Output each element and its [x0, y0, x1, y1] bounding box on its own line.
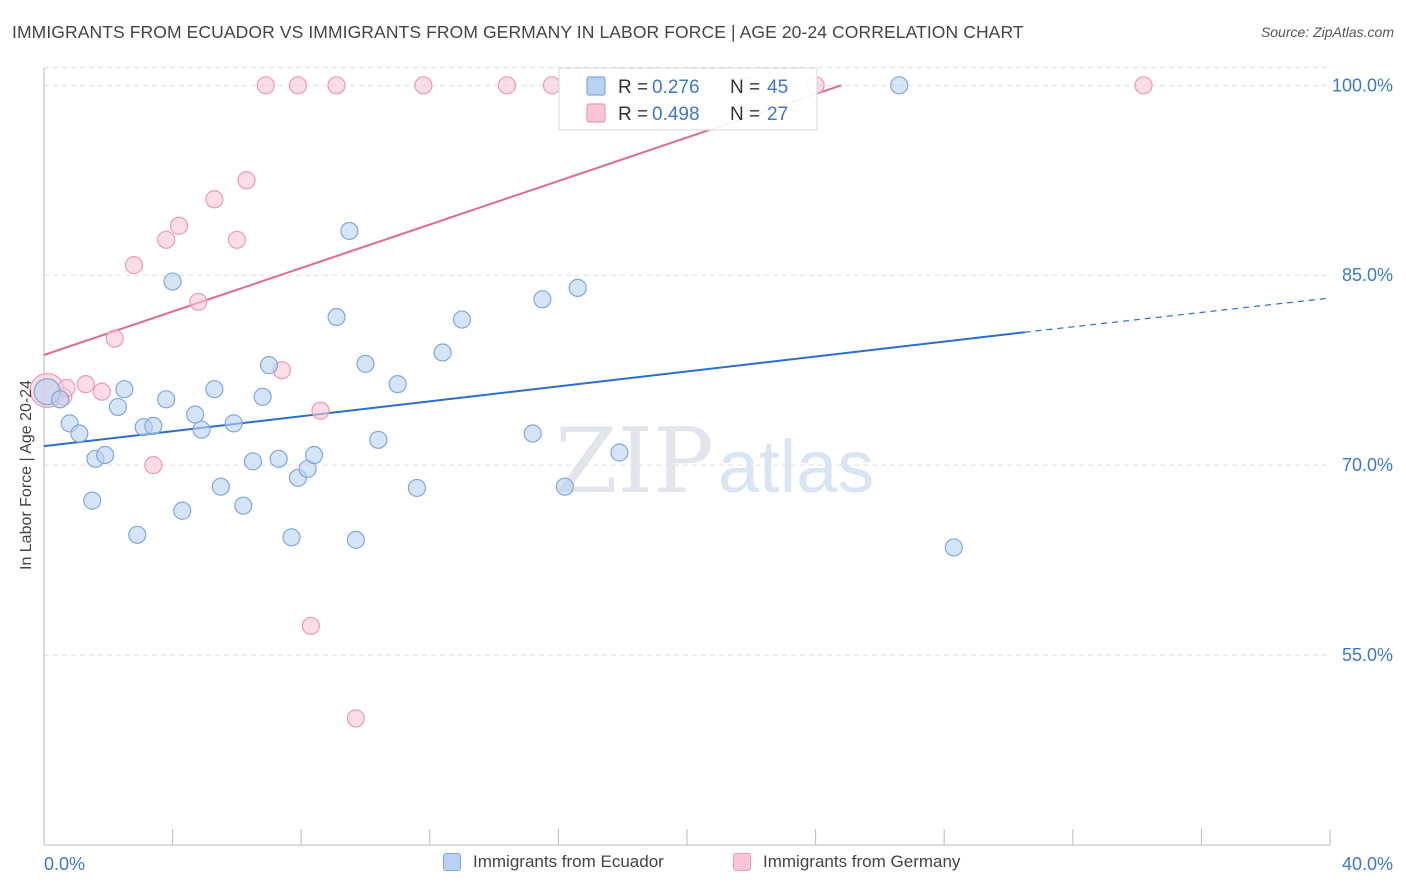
point-ecuador	[356, 354, 375, 373]
point-ecuador	[282, 528, 301, 547]
point-ecuador	[205, 380, 224, 399]
point-ecuador	[433, 343, 452, 362]
point-germany	[157, 230, 176, 249]
point-ecuador	[144, 416, 163, 436]
point-ecuador	[523, 424, 542, 443]
point-ecuador	[340, 221, 359, 241]
point-ecuador	[944, 538, 963, 557]
stats-swatch-germany	[586, 103, 606, 123]
point-ecuador	[115, 380, 134, 399]
point-ecuador	[259, 356, 279, 375]
tick-labels: 55.0% 70.0% 85.0% 100.0% 0.0% 40.0%	[44, 75, 1393, 874]
point-germany	[346, 709, 365, 728]
point-ecuador	[452, 310, 472, 329]
point-ecuador	[388, 375, 407, 394]
stats-r-value-ecuador: 0.276	[652, 77, 700, 98]
y-axis-label-wrap: In Labor Force | Age 20-24	[18, 270, 36, 570]
chart-title: IMMIGRANTS FROM ECUADOR VS IMMIGRANTS FR…	[12, 22, 1024, 42]
point-germany	[189, 292, 208, 311]
point-ecuador	[163, 272, 182, 291]
stats-n-value-germany: 27	[767, 104, 788, 125]
point-germany	[256, 76, 275, 95]
stats-r-label-ecuador: R =	[618, 77, 648, 98]
point-germany	[205, 190, 224, 209]
point-ecuador	[95, 445, 115, 465]
point-ecuador	[192, 420, 211, 439]
y-axis-label: In Labor Force | Age 20-24	[18, 379, 35, 570]
point-germany	[92, 382, 111, 401]
point-germany	[1134, 76, 1153, 95]
stats-swatch-ecuador	[586, 76, 606, 96]
point-ecuador	[243, 452, 263, 471]
point-ecuador	[234, 496, 253, 515]
stats-n-value-ecuador: 45	[767, 77, 788, 98]
point-germany	[542, 76, 562, 95]
stats-n-label-ecuador: N =	[730, 77, 760, 98]
point-ecuador	[50, 390, 70, 409]
point-ecuador	[70, 424, 89, 443]
x-tick-label-max: 40.0%	[1342, 854, 1393, 874]
point-germany	[124, 256, 144, 275]
trend-line-ecuador-extension	[1024, 297, 1331, 333]
point-ecuador	[253, 387, 272, 406]
point-germany	[311, 401, 330, 420]
x-tick-label-min: 0.0%	[44, 854, 85, 874]
stats-legend: R = 0.276 N = 45 R = 0.498 N = 27	[558, 67, 818, 131]
y-tick-label: 70.0%	[1342, 455, 1393, 475]
legend-label-germany: Immigrants from Germany	[763, 852, 961, 871]
point-germany	[497, 76, 517, 95]
point-ecuador	[173, 501, 192, 520]
point-germany	[237, 171, 256, 190]
point-ecuador	[304, 445, 324, 465]
point-germany	[288, 76, 308, 95]
legend-label-ecuador: Immigrants from Ecuador	[473, 852, 664, 871]
point-ecuador	[108, 397, 128, 417]
point-germany	[105, 329, 124, 348]
y-tick-label: 85.0%	[1342, 265, 1393, 285]
point-ecuador	[269, 449, 288, 468]
trend-lines	[43, 84, 1331, 448]
y-tick-label: 55.0%	[1342, 645, 1393, 665]
point-germany	[414, 76, 433, 95]
point-ecuador	[157, 390, 176, 409]
point-germany	[227, 230, 246, 249]
point-germany	[301, 616, 320, 636]
data-points	[29, 76, 1153, 728]
point-germany	[169, 216, 189, 235]
point-ecuador	[890, 76, 909, 95]
point-ecuador	[568, 278, 587, 298]
stats-r-value-germany: 0.498	[652, 104, 700, 125]
point-germany	[327, 76, 346, 95]
point-ecuador	[610, 443, 629, 462]
source-label: Source: ZipAtlas.com	[1260, 24, 1394, 40]
axes	[43, 68, 1331, 846]
legend-swatch-ecuador	[443, 853, 461, 871]
point-ecuador	[128, 525, 147, 544]
bottom-legend: Immigrants from Ecuador Immigrants from …	[0, 852, 1406, 878]
point-germany	[144, 456, 163, 475]
legend-item-ecuador[interactable]: Immigrants from Ecuador	[443, 852, 664, 872]
stats-r-label-germany: R =	[618, 104, 648, 125]
watermark-zip: ZIP	[555, 409, 714, 514]
legend-swatch-germany	[733, 853, 751, 871]
point-germany	[76, 375, 95, 394]
point-ecuador	[224, 414, 243, 433]
point-ecuador	[533, 290, 552, 309]
stats-n-label-germany: N =	[730, 104, 760, 125]
watermark-atlas: atlas	[718, 425, 874, 508]
point-ecuador	[327, 307, 346, 327]
point-ecuador	[369, 430, 388, 449]
point-ecuador	[186, 405, 205, 424]
legend-item-germany[interactable]: Immigrants from Germany	[733, 852, 960, 872]
y-tick-label: 100.0%	[1332, 75, 1393, 95]
gridlines	[44, 66, 1330, 656]
point-ecuador	[346, 530, 365, 549]
point-ecuador	[555, 477, 574, 496]
point-ecuador	[407, 478, 427, 498]
point-ecuador	[211, 477, 230, 496]
point-ecuador	[83, 491, 102, 510]
watermark: ZIP atlas	[555, 409, 874, 514]
